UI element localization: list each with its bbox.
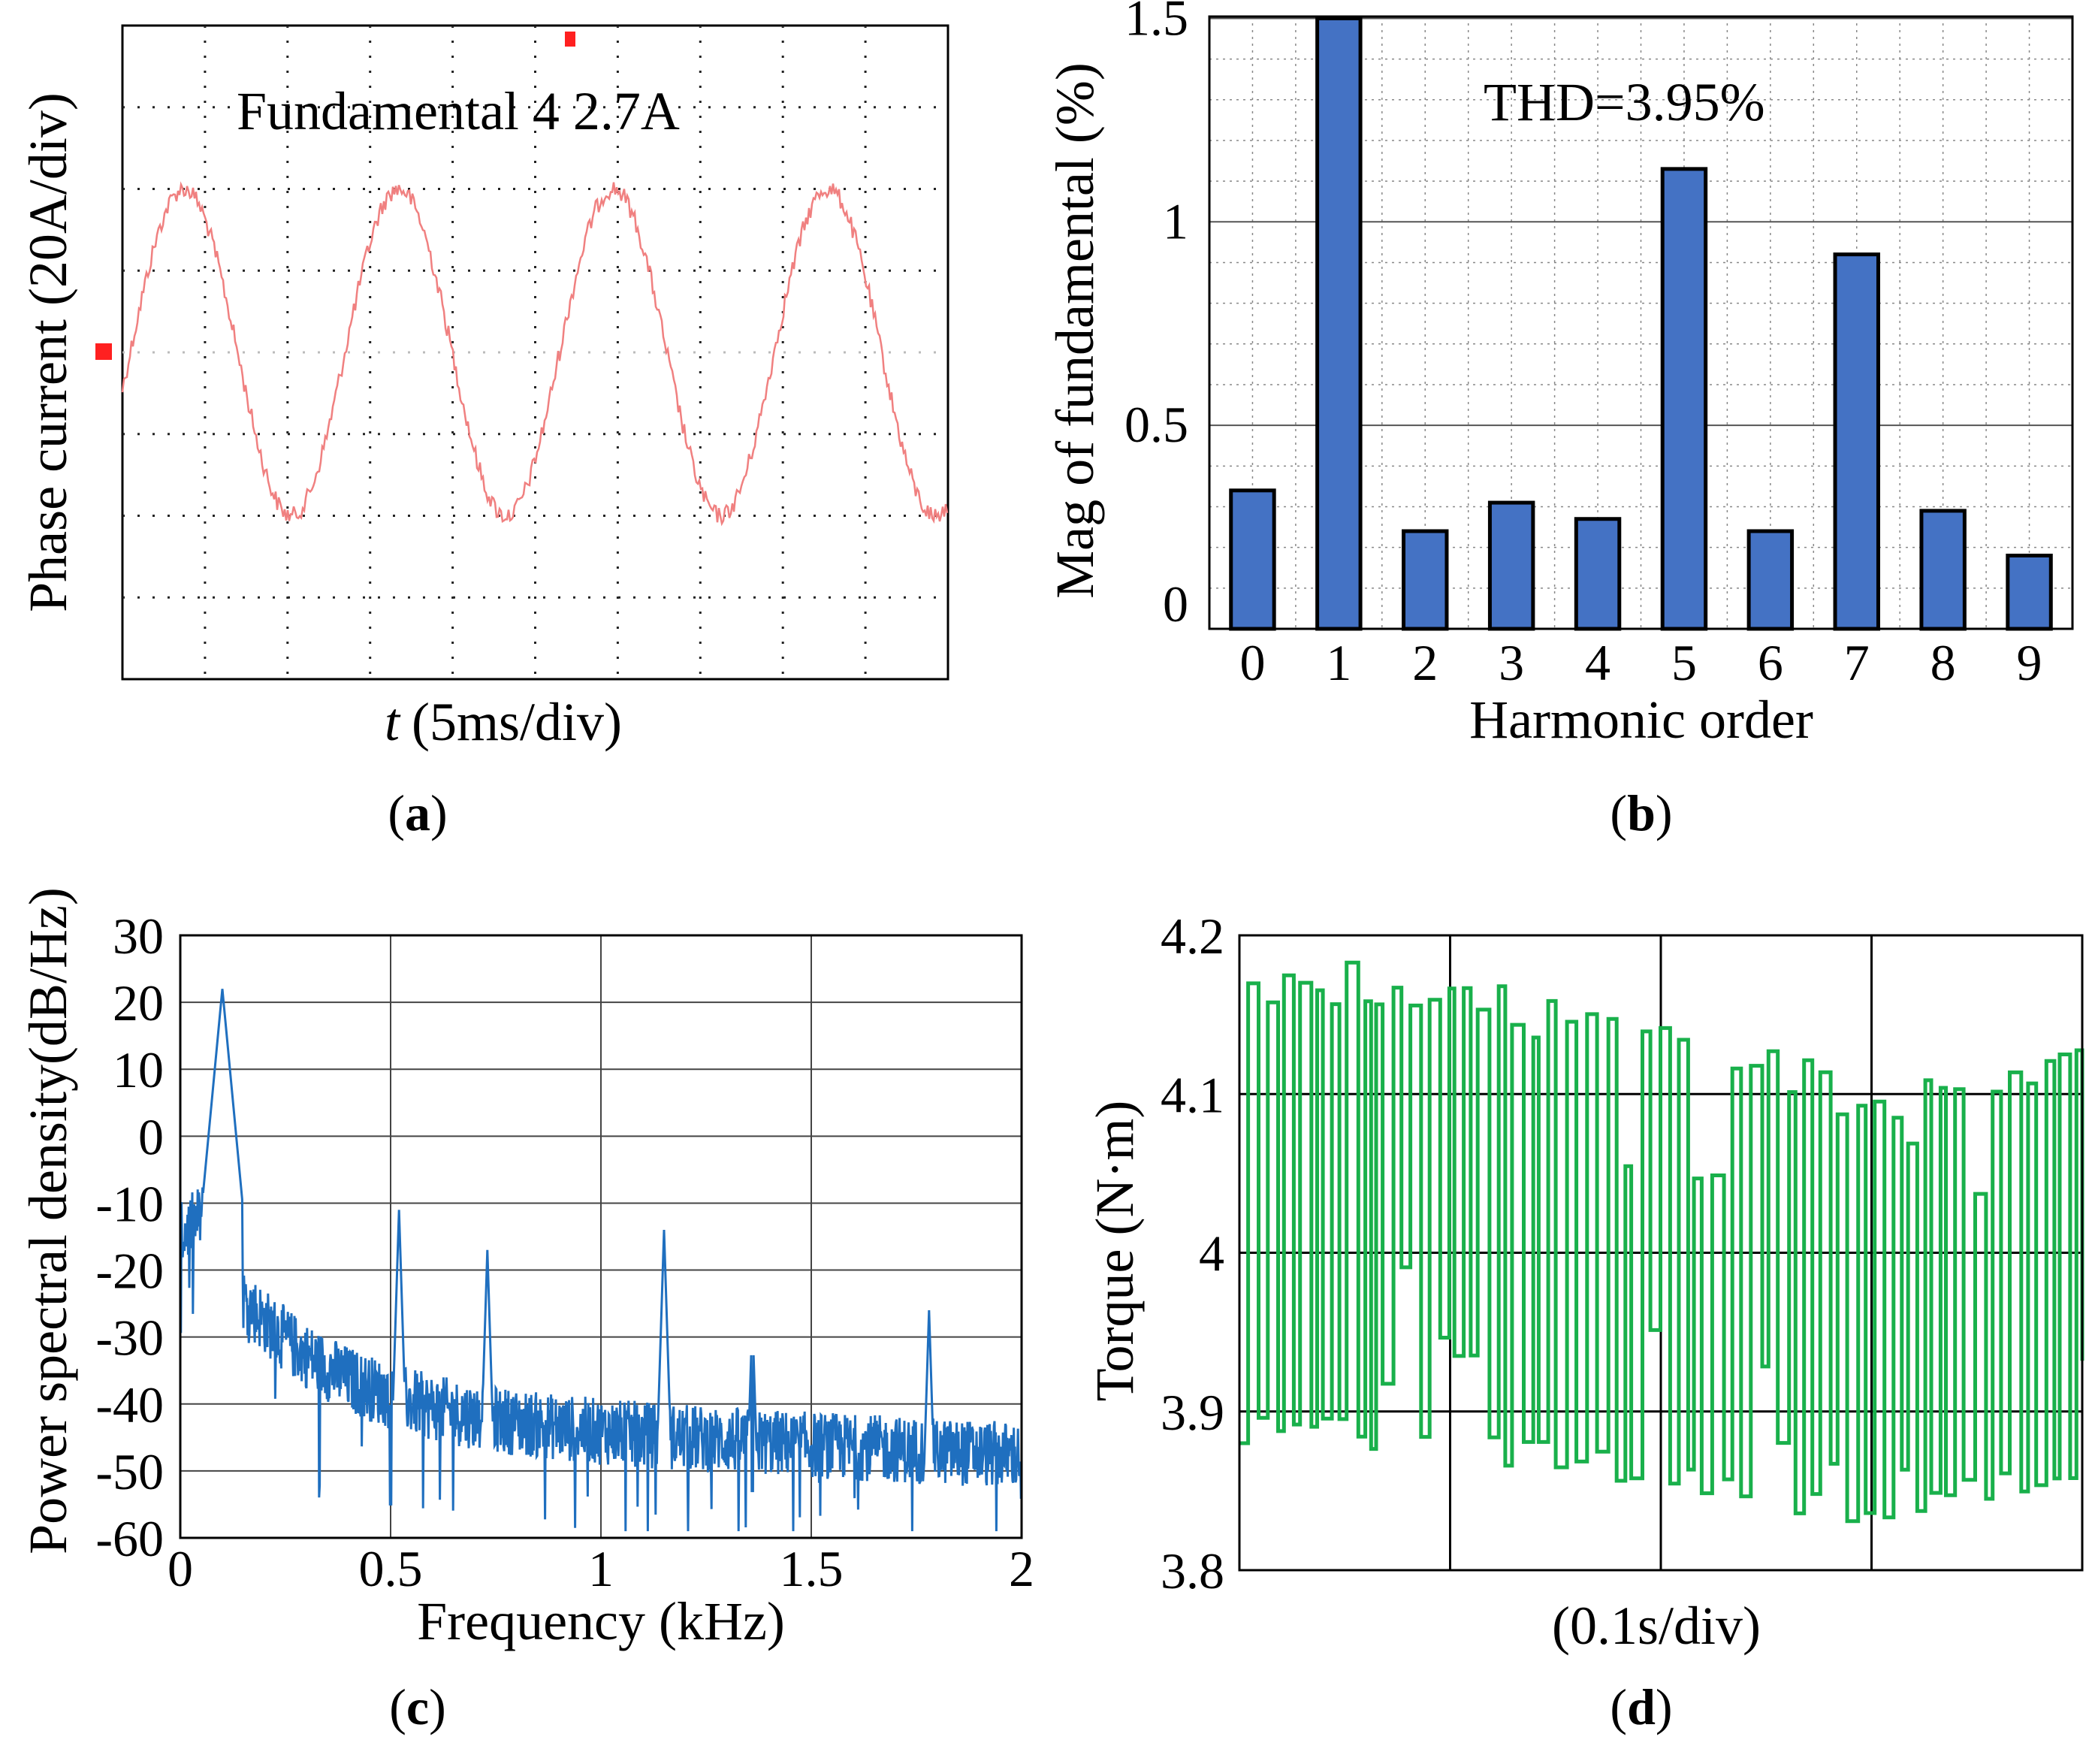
- harmonic-bar-8: [1919, 509, 1967, 631]
- torque-line: [1239, 960, 2084, 1524]
- c-x-axis-label: Frequency (kHz): [417, 1591, 785, 1651]
- c-x-tick-label: 1: [588, 1540, 614, 1597]
- b-y-tick-label: 1: [1163, 192, 1188, 249]
- harmonic-bar-9: [2006, 553, 2053, 631]
- caption-b: (b): [1610, 784, 1672, 841]
- d-y-tick-label: 4.1: [1161, 1066, 1224, 1123]
- caption-a: (a): [388, 784, 447, 841]
- a-x-axis-label: (5ms/div): [412, 692, 622, 752]
- thd-annotation: THD=3.95%: [1484, 72, 1765, 132]
- c-grid: [180, 935, 1022, 1538]
- d-axes-frame: [1238, 934, 2084, 1572]
- b-bars: [1229, 16, 2053, 631]
- b-x-tick-labels: 0 1 2 3 4 5 6 7 8 9: [1239, 634, 2042, 691]
- c-x-tick-labels: 0 0.5 1 1.5 2: [168, 1540, 1034, 1597]
- harmonic-bar-3: [1487, 500, 1535, 631]
- torque-trace: [1239, 960, 2084, 1524]
- c-y-tick-label: 10: [113, 1041, 164, 1098]
- d-y-tick-label: 3.9: [1161, 1384, 1224, 1441]
- b-x-tick-label: 4: [1585, 634, 1610, 691]
- d-y-tick-labels: 4.2 4.1 4 3.9 3.8: [1161, 908, 1224, 1599]
- c-y-tick-label: -30: [95, 1309, 164, 1367]
- b-x-tick-label: 1: [1326, 634, 1351, 691]
- c-x-tick-label: 1.5: [780, 1540, 844, 1597]
- c-y-axis-label: Power spectral density(dB/Hz): [18, 887, 78, 1554]
- b-y-tick-labels: 0 0.5 1 1.5: [1124, 0, 1188, 633]
- b-x-tick-label: 3: [1499, 634, 1524, 691]
- b-x-tick-label: 5: [1671, 634, 1697, 691]
- harmonic-bar-5: [1660, 167, 1708, 631]
- caption-d: (d): [1610, 1678, 1672, 1735]
- c-y-tick-label: -50: [95, 1443, 164, 1500]
- c-y-tick-label: 20: [113, 974, 164, 1032]
- b-x-tick-label: 9: [2017, 634, 2042, 691]
- b-x-axis-label: Harmonic order: [1469, 690, 1813, 750]
- panel-c: 30 20 10 0 -10 -20 -30 -40 -50 -60 0 0.5 1 1.5 2 Freq…: [18, 887, 1034, 1735]
- b-x-tick-label: 2: [1412, 634, 1438, 691]
- b-axes-frame: [1208, 15, 2074, 630]
- psd-trace: [179, 989, 1022, 1532]
- caption-c: (c): [389, 1678, 446, 1735]
- c-x-tick-label: 0.5: [359, 1540, 423, 1597]
- fundamental-annotation: Fundamental 4 2.7A: [237, 81, 680, 141]
- b-y-axis-label: Mag of fundamental (%): [1045, 62, 1105, 599]
- c-y-tick-label: -40: [95, 1376, 164, 1433]
- b-y-tick-label: 0.5: [1124, 396, 1188, 453]
- c-y-tick-labels: 30 20 10 0 -10 -20 -30 -40 -50 -60: [95, 908, 164, 1567]
- d-y-tick-label: 4: [1199, 1225, 1224, 1282]
- b-x-tick-label: 7: [1844, 634, 1870, 691]
- phase-current-line: [121, 181, 949, 527]
- harmonic-bar-6: [1746, 529, 1795, 631]
- harmonic-bar-2: [1402, 529, 1449, 631]
- c-x-tick-label: 2: [1009, 1540, 1034, 1597]
- d-y-tick-label: 4.2: [1161, 908, 1224, 965]
- c-y-tick-label: -20: [95, 1243, 164, 1300]
- c-y-tick-label: 0: [138, 1108, 164, 1165]
- panel-d: 4.2 4.1 4 3.9 3.8 (0.1s/div) Torque (N·m) (d…: [1085, 908, 2084, 1735]
- d-y-tick-label: 3.8: [1161, 1542, 1224, 1599]
- trigger-marker-icon: [565, 32, 575, 47]
- panel-b: 0 0.5 1 1.5 0 1 2 3 4 5 6 7 8 9 THD=3.95% Mag of fun…: [1045, 0, 2074, 841]
- d-x-axis-label: (0.1s/div): [1552, 1596, 1761, 1656]
- b-y-tick-label: 1.5: [1124, 0, 1188, 46]
- panel-a: Fundamental 4 2.7A Phase current (20A/di…: [18, 24, 949, 841]
- harmonic-bar-7: [1833, 252, 1880, 631]
- d-y-axis-label: Torque (N·m): [1085, 1101, 1145, 1402]
- c-y-tick-label: 30: [113, 908, 164, 965]
- a-x-axis-label-t: t: [385, 692, 401, 752]
- b-x-tick-label: 6: [1758, 634, 1783, 691]
- b-x-tick-label: 8: [1930, 634, 1956, 691]
- a-y-axis-label: Phase current (20A/div): [18, 92, 78, 612]
- b-y-tick-label: 0: [1163, 575, 1188, 633]
- harmonic-bar-1: [1315, 16, 1363, 631]
- psd-line: [179, 989, 1022, 1532]
- oscilloscope-frame: [121, 24, 949, 681]
- c-y-tick-label: -60: [95, 1510, 164, 1567]
- channel-marker-icon: [95, 343, 112, 360]
- c-x-tick-label: 0: [168, 1540, 193, 1597]
- phase-current-trace: [121, 181, 949, 527]
- harmonic-bar-0: [1229, 488, 1276, 631]
- c-y-tick-label: -10: [95, 1175, 164, 1232]
- b-x-tick-label: 0: [1239, 634, 1265, 691]
- c-axes-frame: [179, 934, 1023, 1539]
- harmonic-bar-4: [1574, 517, 1622, 631]
